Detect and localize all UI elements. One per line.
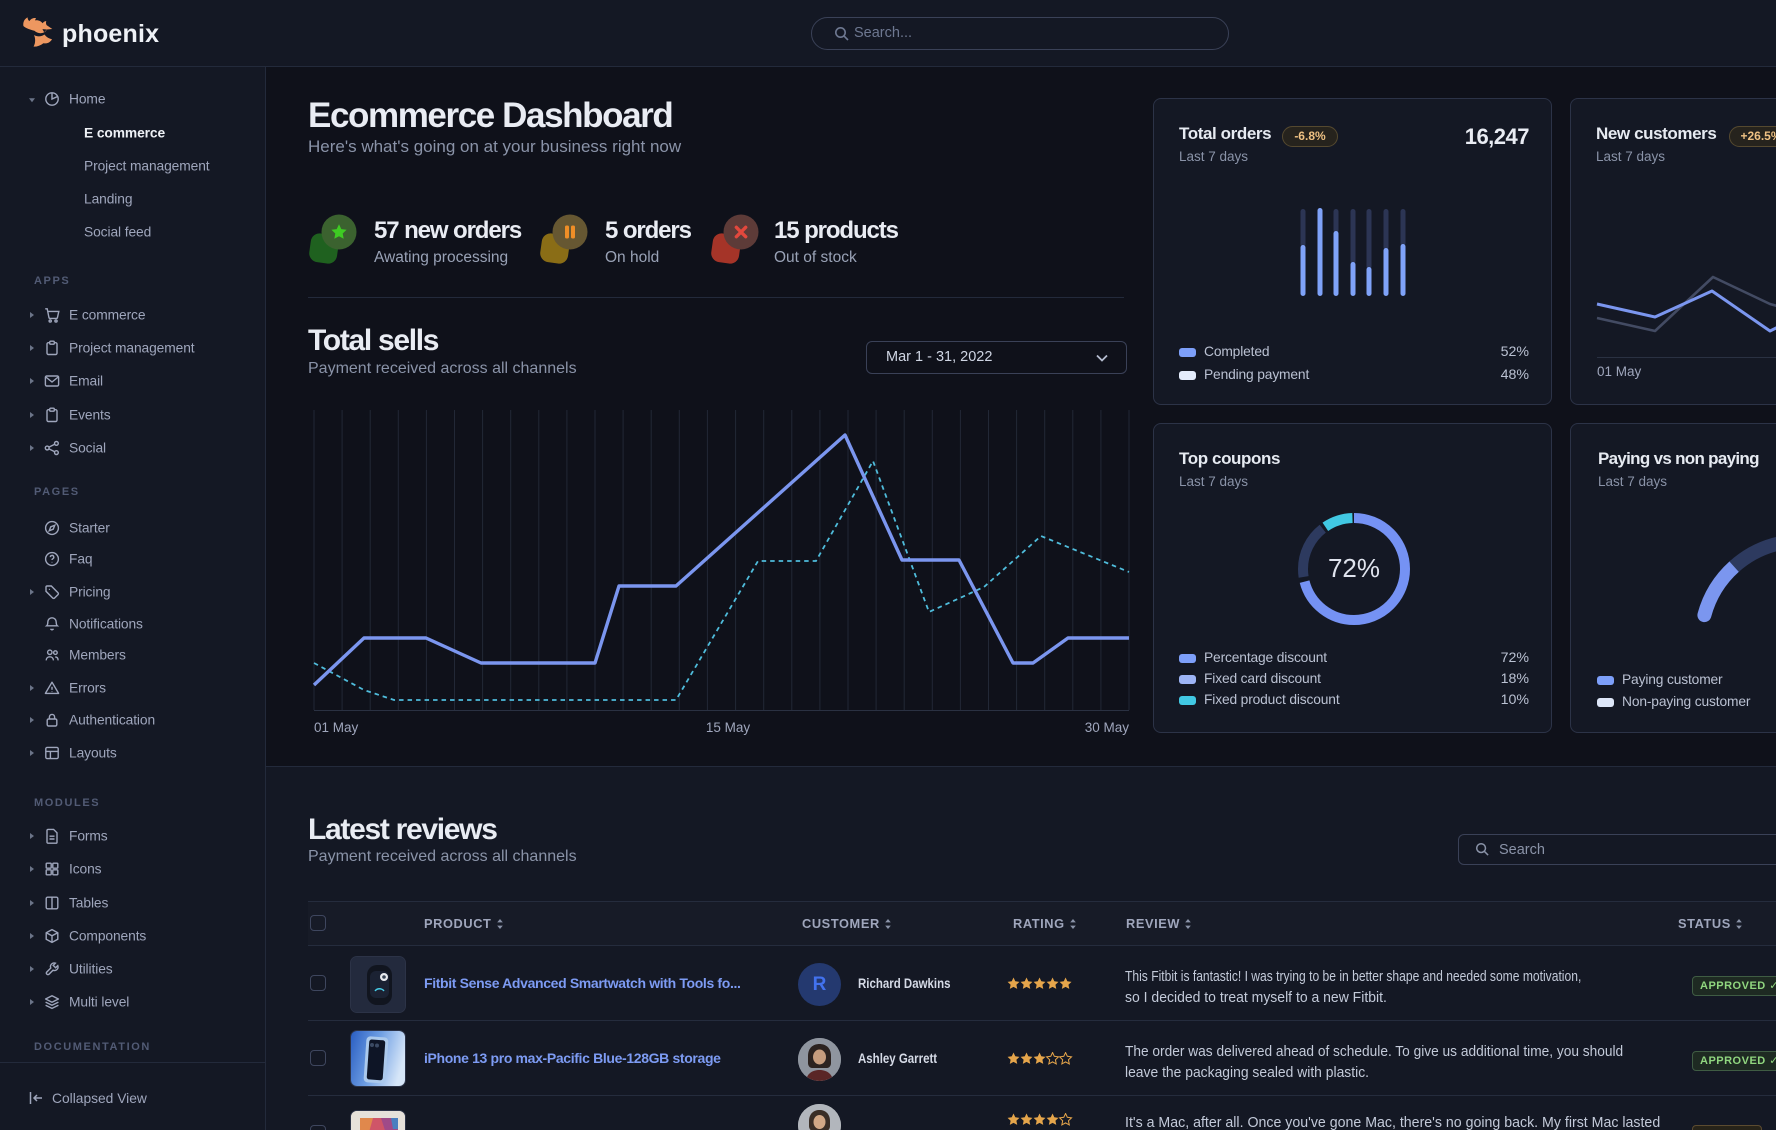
svg-text:72%: 72% — [1328, 553, 1380, 583]
svg-text:15 May: 15 May — [706, 720, 751, 735]
svg-text:01 May: 01 May — [1597, 364, 1642, 379]
svg-text:01 May: 01 May — [314, 720, 359, 735]
svg-text:30 May: 30 May — [1085, 720, 1130, 735]
